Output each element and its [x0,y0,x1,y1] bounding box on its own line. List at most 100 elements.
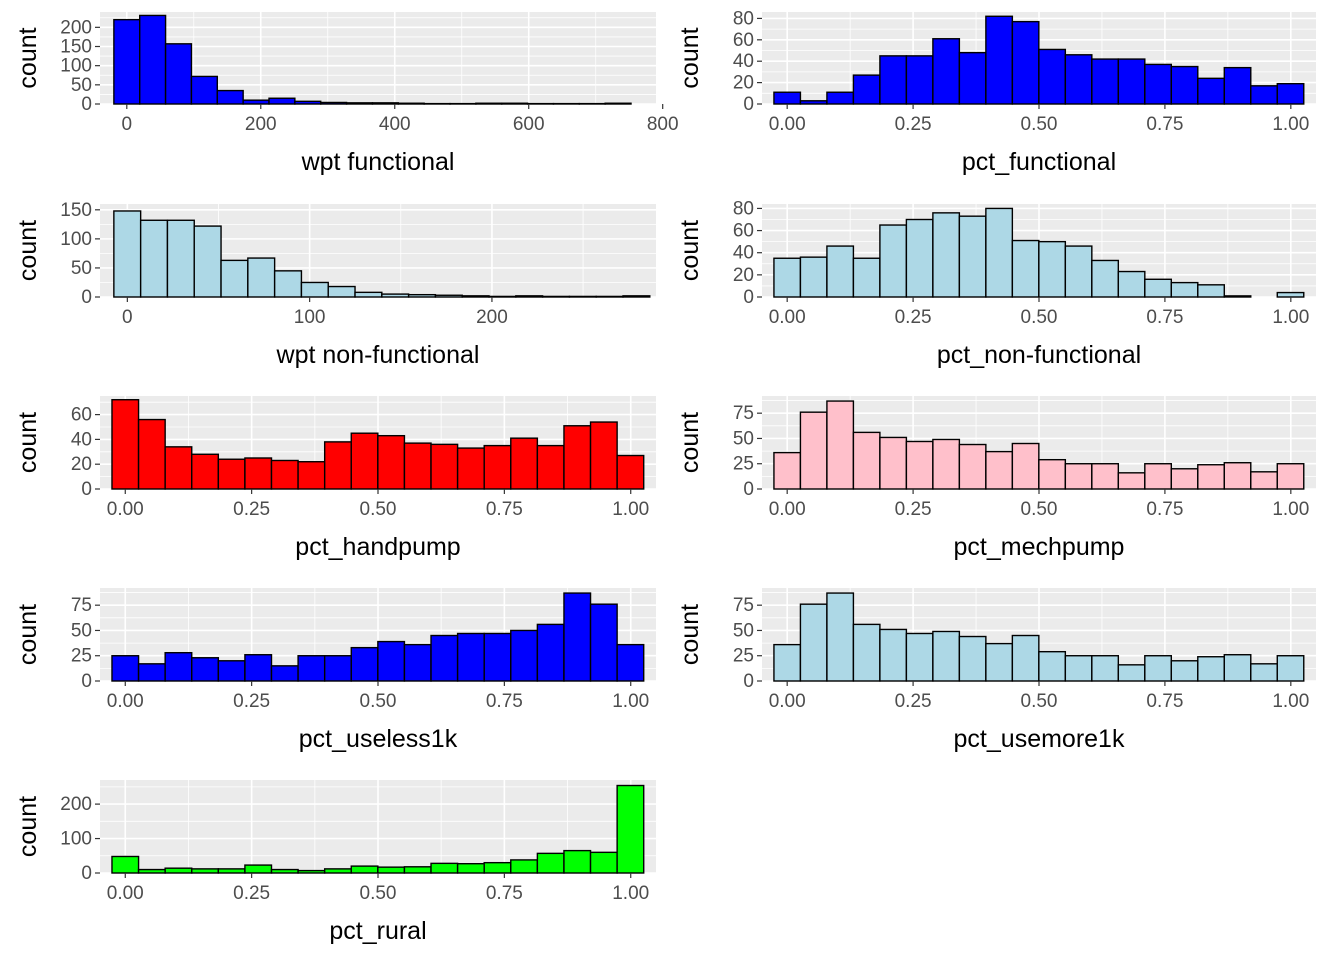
histogram-bar [1197,656,1225,682]
x-tick-label: 200 [245,114,277,135]
histogram-bar [510,629,539,682]
y-axis-title: count [14,412,42,473]
x-tick-label: 1.00 [612,691,649,712]
histogram-bar [403,643,432,682]
histogram-bar [905,218,934,298]
histogram-bar [1064,245,1093,298]
x-axis-title: wpt functional [301,148,455,176]
y-tick-label: 25 [71,646,92,667]
x-axis-title: pct_mechpump [954,533,1125,561]
histogram-bar [563,425,592,490]
histogram-bar [826,400,855,490]
histogram-bar [501,102,529,105]
histogram-bar [247,257,276,298]
histogram-bar [164,446,193,490]
histogram-bar [905,632,934,682]
x-tick-label: 1.00 [1272,499,1309,520]
x-tick-label: 0.00 [769,114,806,135]
y-tick-label: 20 [733,265,754,286]
histogram-bar [244,654,273,682]
x-tick-label: 0.50 [1021,307,1058,328]
histogram-bar [350,432,379,490]
histogram-bar [879,224,908,298]
x-axis-title: pct_rural [329,917,426,945]
x-tick-label: 0.75 [1146,307,1183,328]
x-tick-label: 0.00 [769,307,806,328]
histogram-bar [905,440,934,490]
histogram-bar [773,257,802,298]
histogram-bar [589,603,618,682]
histogram-bar [826,592,855,682]
histogram-bar [1276,82,1305,105]
y-tick-label: 40 [71,429,92,450]
histogram-bar [958,215,987,298]
y-tick-label: 60 [733,221,754,242]
histogram-bar [483,861,512,874]
histogram-bar [456,447,485,490]
histogram-bar [1117,270,1146,298]
histogram-bar [799,256,828,298]
y-tick-label: 200 [60,794,92,815]
histogram-bar [905,55,934,105]
histogram-bar [1117,58,1146,105]
histogram-bar [879,628,908,682]
histogram-bar [1038,48,1067,105]
x-tick-label: 0.00 [107,883,144,904]
histogram-bar [985,207,1014,298]
histogram-bar [488,295,517,298]
histogram-bar [377,434,406,490]
x-tick-label: 0.25 [895,499,932,520]
histogram-bar [320,101,348,105]
histogram-bar [483,632,512,682]
histogram-bar [381,293,410,298]
histogram-bar [985,642,1014,682]
histogram-bar [1144,63,1173,105]
histogram-bar [604,102,632,105]
histogram-bar [563,849,592,874]
histogram-bar [216,89,244,105]
histogram-bar [510,859,539,874]
histogram-bar [1011,20,1040,105]
x-tick-label: 0.25 [233,499,270,520]
histogram-bar [193,225,222,298]
histogram-bar [563,592,592,682]
histogram-bar [1170,660,1199,682]
y-tick-label: 100 [60,229,92,250]
histogram-bar [397,102,425,105]
histogram-bar [1011,239,1040,298]
y-tick-label: 40 [733,243,754,264]
x-axis-title: pct_non-functional [937,341,1141,369]
x-tick-label: 0.50 [1021,691,1058,712]
y-axis-title: count [14,604,42,665]
x-axis-title: pct_usemore1k [954,725,1125,753]
histogram-bar [220,259,249,298]
histogram-bar [377,866,406,874]
histogram-bar [1144,278,1173,298]
histogram-bar [270,459,299,490]
histogram-bar [1038,240,1067,298]
histogram-bar [111,855,140,874]
y-tick-label: 60 [71,405,92,426]
y-tick-label: 75 [733,595,754,616]
x-tick-label: 0 [122,114,133,135]
histogram-bar [616,643,645,682]
x-tick-label: 0.00 [769,691,806,712]
histogram-bar [852,623,881,682]
histogram-bar [932,38,961,105]
y-axis-title: count [14,220,42,281]
histogram-bar [1223,654,1252,682]
histogram-bar [1250,471,1278,490]
histogram-bar [773,643,802,682]
histogram-bar [350,865,379,874]
x-tick-label: 0.00 [107,499,144,520]
x-tick-label: 0.50 [1021,114,1058,135]
x-tick-label: 0 [122,307,133,328]
x-tick-label: 0.25 [895,114,932,135]
histogram-bar [1117,664,1146,682]
histogram-bar [297,869,326,874]
histogram-bar [616,454,645,490]
y-tick-label: 150 [60,200,92,221]
